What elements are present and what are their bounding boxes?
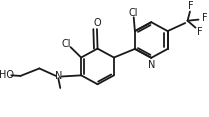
Text: Cl: Cl [61, 39, 71, 49]
Text: Cl: Cl [129, 8, 138, 18]
Text: N: N [148, 60, 155, 70]
Text: N: N [55, 71, 62, 81]
Text: F: F [188, 1, 193, 11]
Text: HO: HO [0, 70, 14, 80]
Text: O: O [93, 18, 101, 28]
Text: F: F [197, 27, 202, 37]
Text: F: F [202, 13, 207, 23]
